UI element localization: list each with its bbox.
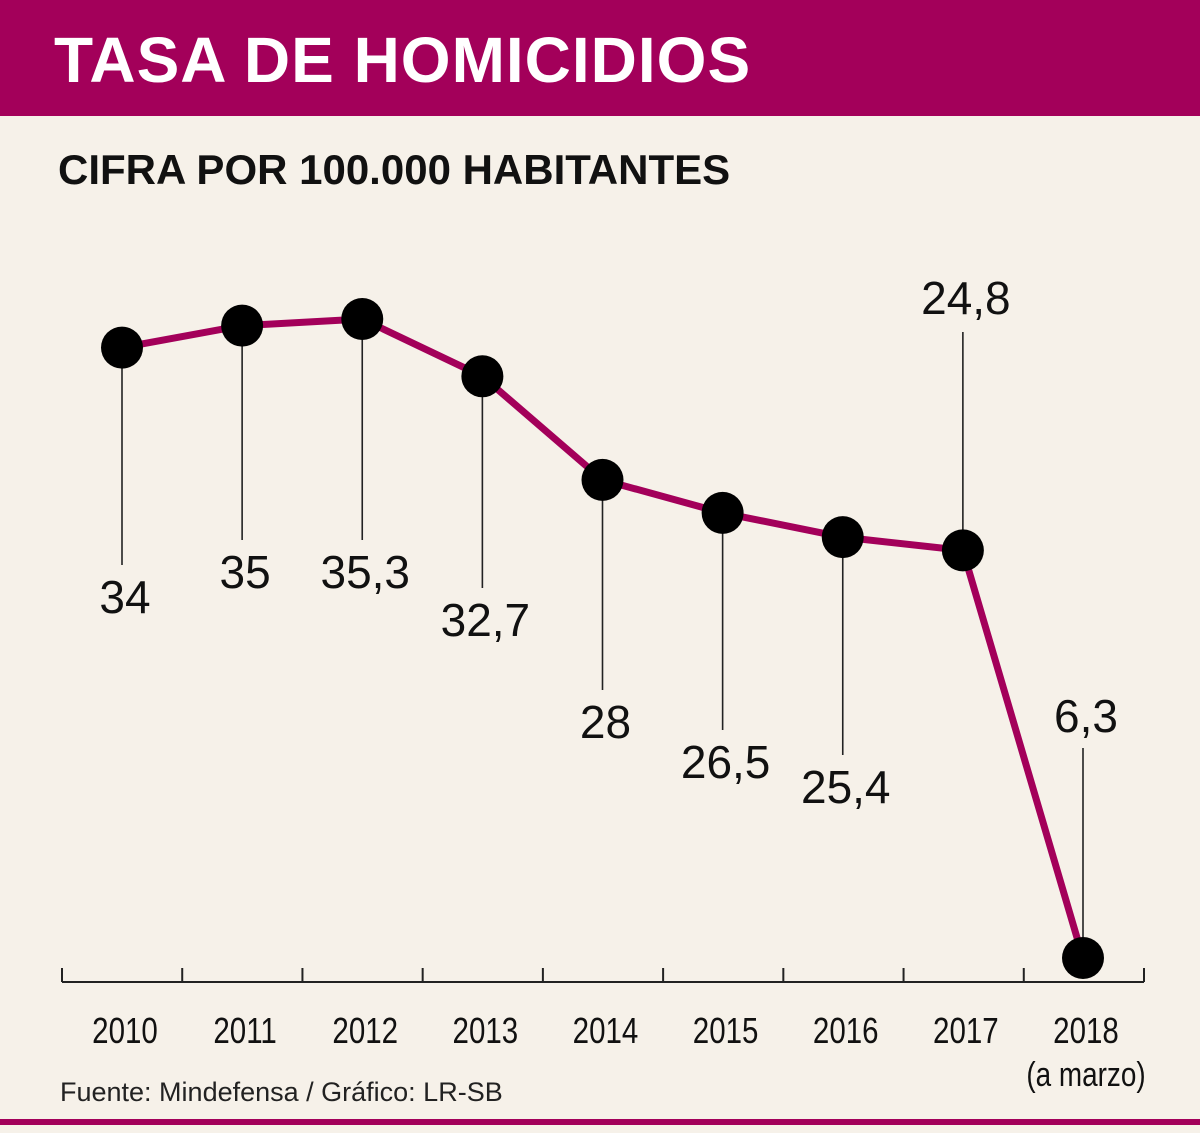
source-note: Fuente: Mindefensa / Gráfico: LR-SB xyxy=(60,1077,503,1107)
data-point xyxy=(1062,937,1104,979)
x-tick-note: (a marzo) xyxy=(1026,1055,1145,1093)
title-bar: TASA DE HOMICIDIOS xyxy=(0,0,1200,116)
data-label: 32,7 xyxy=(441,594,531,646)
data-label: 34 xyxy=(99,571,150,623)
x-tick-label: 2013 xyxy=(453,1010,519,1050)
data-point xyxy=(941,529,984,572)
x-tick-label: 2011 xyxy=(213,1010,276,1050)
data-point xyxy=(341,298,384,340)
data-label: 28 xyxy=(580,696,631,748)
data-point xyxy=(101,326,143,369)
data-label: 6,3 xyxy=(1054,690,1118,742)
data-label: 35,3 xyxy=(320,546,410,598)
data-label: 24,8 xyxy=(921,272,1011,324)
data-label: 25,4 xyxy=(801,761,891,813)
data-label: 26,5 xyxy=(681,736,771,788)
data-point xyxy=(581,458,624,501)
chart-subtitle: CIFRA POR 100.000 HABITANTES xyxy=(58,146,731,193)
data-point xyxy=(701,491,744,534)
x-tick-label: 2015 xyxy=(693,1010,759,1050)
x-tick-label: 2012 xyxy=(332,1010,398,1050)
x-tick-label: 2016 xyxy=(813,1010,879,1050)
data-point xyxy=(221,304,264,347)
x-tick-label: 2014 xyxy=(573,1010,639,1050)
x-tick-label: 2018 xyxy=(1053,1010,1119,1050)
data-point xyxy=(461,355,504,398)
bottom-rule xyxy=(0,1119,1200,1125)
x-tick-label: 2017 xyxy=(933,1010,999,1050)
data-label: 35 xyxy=(220,546,271,598)
chart-title: TASA DE HOMICIDIOS xyxy=(54,24,752,96)
data-point xyxy=(821,516,864,559)
x-tick-label: 2010 xyxy=(92,1010,158,1050)
